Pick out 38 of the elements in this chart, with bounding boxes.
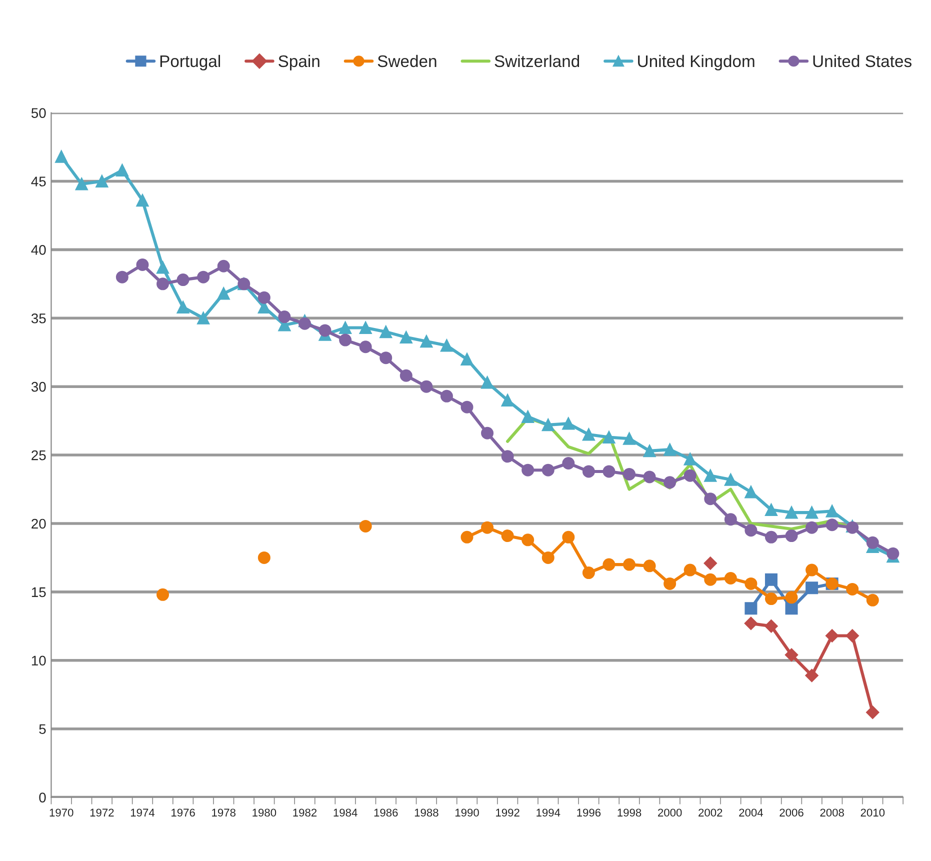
x-tick-label: 2008 [820, 808, 844, 817]
legend-label: Spain [278, 54, 320, 70]
x-tick-label: 1988 [414, 808, 438, 817]
y-tick-label: 15 [32, 587, 46, 598]
y-tick-label: 25 [32, 450, 46, 460]
legend-label: United States [813, 54, 912, 68]
x-tick-label: 1984 [334, 808, 358, 817]
x-tick-label: 2000 [658, 808, 682, 817]
x-tick-label: 1996 [577, 808, 601, 817]
x-tick-label: 1992 [496, 808, 520, 817]
x-tick-label: 1972 [90, 808, 114, 817]
x-tick-label: 2006 [780, 808, 804, 817]
x-tick-label: 2004 [739, 808, 763, 817]
legend-label: United Kingdom [638, 54, 754, 70]
legend-label: Switzerland [494, 54, 580, 68]
x-tick-label: 1976 [172, 808, 195, 817]
x-tick-label: 1994 [536, 808, 560, 817]
y-tick-label: 10 [32, 656, 46, 666]
x-tick-label: 2002 [698, 808, 722, 817]
legend-label: Portugal [160, 54, 220, 70]
x-tick-label: 1970 [50, 808, 74, 817]
y-tick-label: 20 [32, 518, 46, 529]
x-tick-label: 1974 [130, 808, 155, 817]
x-tick-label: 1980 [252, 808, 276, 817]
y-tick-label: 5 [39, 724, 46, 734]
y-tick-label: 0 [39, 792, 46, 802]
x-tick-label: 2010 [860, 808, 885, 817]
x-tick-label: 1990 [455, 808, 479, 817]
legend-label: Sweden [378, 54, 436, 68]
y-tick-label: 35 [31, 313, 46, 324]
y-tick-label: 30 [31, 382, 46, 392]
y-tick-label: 40 [31, 245, 46, 255]
x-tick-label: 1982 [293, 808, 317, 817]
y-tick-label: 50 [31, 108, 46, 118]
x-tick-label: 1978 [212, 808, 236, 817]
x-tick-label: 1998 [618, 808, 642, 817]
x-tick-label: 1986 [374, 808, 398, 817]
y-tick-label: 45 [31, 176, 46, 186]
